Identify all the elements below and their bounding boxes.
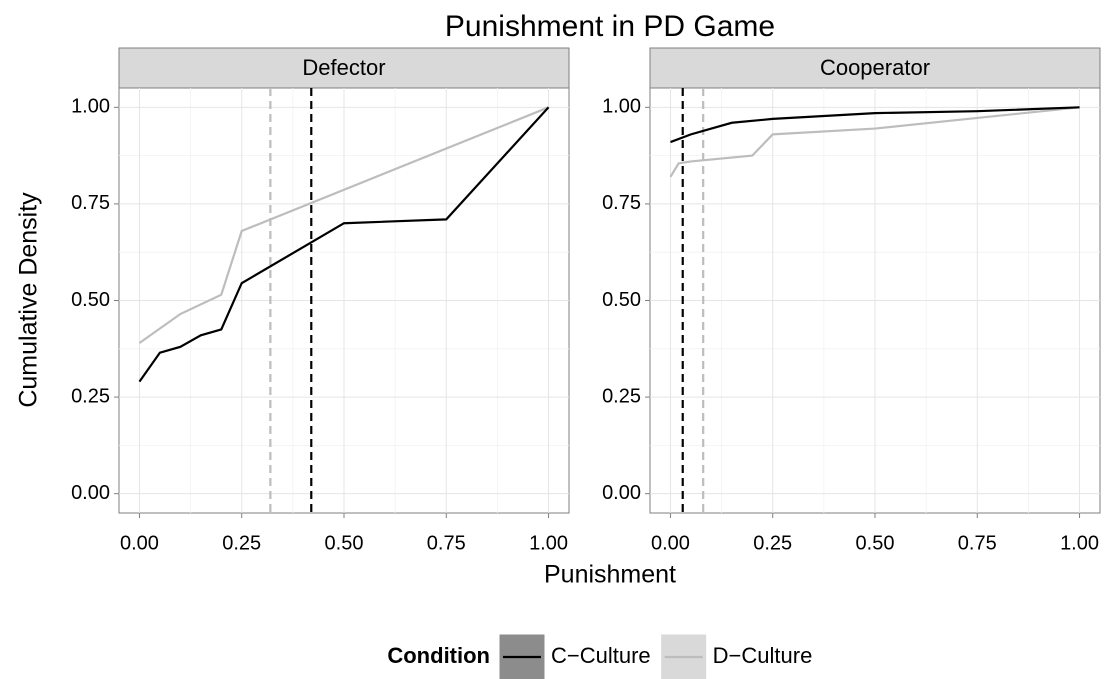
line	[138, 106, 549, 344]
x-tick-label: 0.00	[651, 532, 690, 554]
x-tick-label: 1.00	[1060, 532, 1099, 554]
y-tick-label: 0.50	[71, 289, 110, 311]
x-tick-label: 0.25	[222, 532, 261, 554]
strip-label: Cooperator	[820, 55, 930, 80]
x-axis-label: Punishment	[544, 561, 676, 589]
y-axis-label: Cumulative Density	[15, 192, 43, 408]
y-tick-label: 0.25	[602, 385, 641, 407]
chart-title: Punishment in PD Game	[445, 10, 775, 43]
x-tick-label: 1.00	[529, 532, 568, 554]
legend-label: D−Culture	[713, 643, 813, 668]
y-tick-label: 0.25	[71, 385, 110, 407]
x-tick-label: 0.25	[753, 532, 792, 554]
y-tick-label: 0.00	[602, 482, 641, 504]
x-tick-label: 0.75	[958, 532, 997, 554]
x-tick-label: 0.50	[325, 532, 364, 554]
strip	[118, 47, 570, 89]
legend-title: Condition	[387, 643, 490, 668]
strip-label: Defector	[302, 55, 385, 80]
y-tick-label: 0.75	[602, 192, 641, 214]
line	[670, 106, 1080, 144]
x-tick-label: 0.00	[120, 532, 159, 554]
y-tick-label: 0.75	[71, 192, 110, 214]
y-tick-label: 0.50	[602, 289, 641, 311]
y-tick-label: 0.00	[71, 482, 110, 504]
legend-label: C−Culture	[551, 643, 651, 668]
y-tick-label: 1.00	[71, 96, 110, 118]
x-tick-label: 0.50	[856, 532, 895, 554]
x-tick-label: 0.75	[427, 532, 466, 554]
line	[669, 106, 1080, 178]
line	[138, 106, 550, 383]
y-tick-label: 1.00	[602, 96, 641, 118]
